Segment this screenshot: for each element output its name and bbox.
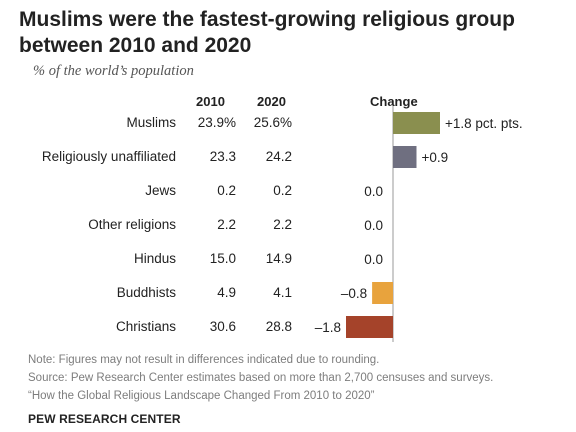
change-data-label: +1.8 pct. pts.: [445, 116, 523, 131]
table-row: Buddhists 4.9 4.1: [0, 282, 576, 316]
value-2010: 4.9: [217, 285, 236, 300]
change-bar: [346, 316, 393, 338]
value-2020: 25.6%: [253, 115, 292, 130]
value-2020: 0.2: [273, 183, 292, 198]
value-2010: 23.9%: [197, 115, 236, 130]
value-2020: 24.2: [265, 149, 292, 164]
category-label: Other religions: [88, 217, 176, 232]
category-label: Muslims: [126, 115, 177, 130]
value-2010: 15.0: [209, 251, 236, 266]
value-2020: 2.2: [273, 217, 292, 232]
category-label: Buddhists: [116, 285, 176, 300]
column-header-2010: 2010: [196, 94, 225, 109]
note-text: Note: Figures may not result in differen…: [28, 354, 380, 366]
change-data-label: –1.8: [315, 320, 341, 335]
value-2020: 28.8: [265, 319, 292, 334]
value-2010: 30.6: [209, 319, 236, 334]
table-row: Other religions 2.2 2.2: [0, 214, 576, 248]
value-2010: 0.2: [217, 183, 236, 198]
chart-subtitle: % of the world’s population: [33, 63, 194, 79]
change-data-label: +0.9: [422, 150, 449, 165]
chart-title: Muslims were the fastest-growing religio…: [19, 8, 515, 57]
change-data-label: –0.8: [341, 286, 367, 301]
column-header-2020: 2020: [257, 94, 286, 109]
table-row: Muslims 23.9% 25.6%: [0, 112, 576, 146]
value-2020: 4.1: [273, 285, 292, 300]
column-header-change: Change: [370, 94, 418, 109]
category-label: Jews: [145, 183, 176, 198]
change-data-label: 0.0: [364, 218, 383, 233]
source-text: Source: Pew Research Center estimates ba…: [28, 372, 494, 384]
change-data-label: 0.0: [364, 184, 383, 199]
table-row: Jews 0.2 0.2: [0, 180, 576, 214]
category-label: Hindus: [133, 251, 176, 266]
pew-logo-text: PEW RESEARCH CENTER: [28, 412, 181, 426]
category-label: Christians: [115, 319, 176, 334]
table-row: Christians 30.6 28.8: [0, 316, 576, 350]
category-label: Religiously unaffiliated: [41, 149, 176, 164]
change-bar: [393, 146, 417, 168]
report-title-text: “How the Global Religious Landscape Chan…: [28, 390, 375, 402]
table-row: Hindus 15.0 14.9: [0, 248, 576, 282]
table-row: Religiously unaffiliated 23.3 24.2: [0, 146, 576, 180]
change-bar: [372, 282, 393, 304]
value-2010: 2.2: [217, 217, 236, 232]
value-2010: 23.3: [209, 149, 236, 164]
change-data-label: 0.0: [364, 252, 383, 267]
change-bar: [393, 112, 440, 134]
value-2020: 14.9: [265, 251, 292, 266]
